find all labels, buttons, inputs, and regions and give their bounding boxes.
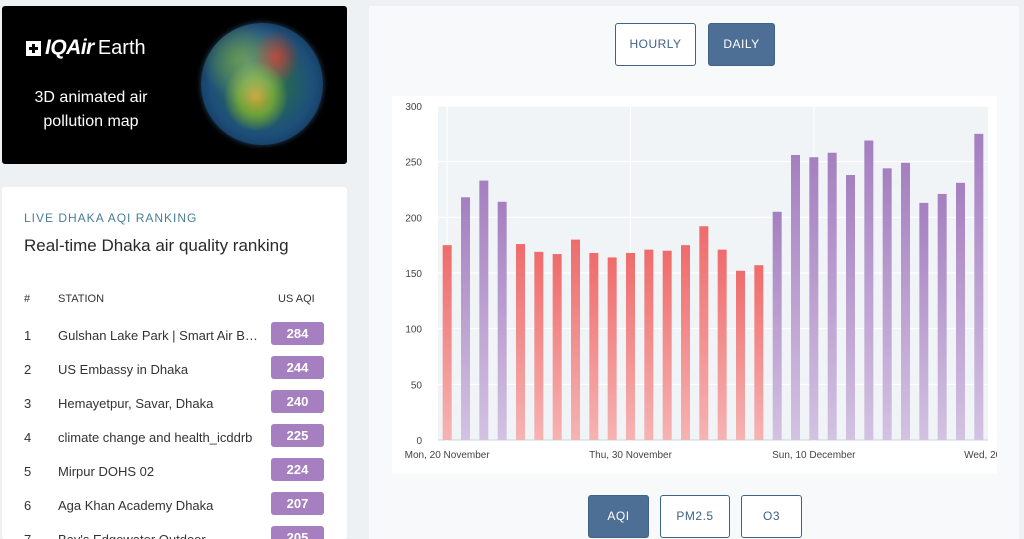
chart-panel: 0 50 100 150 200 250 300 Mon, 20 November Thu, … <box>392 96 1024 474</box>
brand-name: IQAir <box>45 36 94 59</box>
ranking-eyebrow: LIVE DHAKA AQI RANKING <box>24 211 198 225</box>
brand-suffix: Earth <box>97 36 146 59</box>
promo-subtitle: 3D animated air pollution map <box>34 89 148 130</box>
aqi-badge: 240 <box>271 390 324 413</box>
bar[interactable] <box>809 157 819 441</box>
ranking-card: LIVE DHAKA AQI RANKING Real-time Dhaka a… <box>2 187 347 539</box>
bar[interactable] <box>919 202 929 440</box>
rank-number: 3 <box>24 396 32 411</box>
bar[interactable] <box>644 249 654 440</box>
bar[interactable] <box>754 265 764 440</box>
rank-number: 1 <box>24 328 32 343</box>
x-tick-label: Wed, 20 Dec... <box>964 450 997 461</box>
bar[interactable] <box>937 193 947 440</box>
plus-logo-icon <box>26 40 41 56</box>
bar[interactable] <box>736 270 745 440</box>
tab-o3[interactable]: O3 <box>741 495 802 538</box>
rank-number: 7 <box>24 532 31 539</box>
rank-number: 5 <box>24 464 32 479</box>
bar[interactable] <box>552 254 562 440</box>
x-tick-label: Sun, 10 December <box>772 450 856 461</box>
table-row[interactable]: 6 Aga Khan Academy Dhaka 207 <box>24 492 326 526</box>
table-row[interactable]: 2 US Embassy in Dhaka 244 <box>24 356 326 390</box>
bar[interactable] <box>882 168 892 440</box>
bar[interactable] <box>699 226 709 440</box>
station-name[interactable]: Gulshan Lake Park | Smart Air Ba... <box>58 328 258 343</box>
bar[interactable] <box>571 239 580 440</box>
station-name[interactable]: Bay's Edgewater Outdoor <box>58 532 258 539</box>
bar[interactable] <box>717 249 727 440</box>
bar[interactable] <box>442 245 452 440</box>
table-row[interactable]: 4 climate change and health_icddrb 225 <box>24 424 326 458</box>
ranking-title: Real-time Dhaka air quality ranking <box>24 236 289 255</box>
bar[interactable] <box>681 245 690 440</box>
iqair-logo: IQAir Earth <box>26 36 146 60</box>
station-name[interactable]: Mirpur DOHS 02 <box>58 464 155 479</box>
table-row[interactable]: 5 Mirpur DOHS 02 224 <box>24 458 326 492</box>
col-aqi: US AQI <box>278 293 315 305</box>
y-tick-label: 300 <box>405 102 422 113</box>
bar[interactable] <box>589 252 599 440</box>
col-station: STATION <box>58 293 105 305</box>
bar[interactable] <box>626 252 635 440</box>
aqi-badge: 205 <box>271 526 324 539</box>
globe-icon <box>201 23 323 145</box>
aqi-badge: 207 <box>271 492 324 515</box>
aqi-badge: 224 <box>271 458 324 481</box>
rank-number: 6 <box>24 498 32 513</box>
rank-number: 4 <box>24 430 32 445</box>
tab-hourly[interactable]: HOURLY <box>615 23 696 66</box>
bar[interactable] <box>772 211 782 440</box>
bar[interactable] <box>461 197 470 440</box>
aqi-badge: 284 <box>271 322 324 345</box>
y-tick-label: 200 <box>405 213 422 224</box>
station-name[interactable]: US Embassy in Dhaka <box>58 362 189 377</box>
bar[interactable] <box>791 154 800 440</box>
bar[interactable] <box>607 257 617 440</box>
y-tick-label: 100 <box>405 325 422 336</box>
left-column: IQAir Earth 3D animated air pollution ma… <box>0 0 355 539</box>
y-tick-label: 0 <box>416 436 422 447</box>
tab-aqi[interactable]: AQI <box>588 495 649 538</box>
bar[interactable] <box>516 244 525 440</box>
aqi-bar-chart: 0 50 100 150 200 250 300 Mon, 20 November Thu, … <box>405 102 1024 461</box>
tab-pm25[interactable]: PM2.5 <box>660 495 730 538</box>
y-tick-label: 250 <box>405 158 422 169</box>
bar[interactable] <box>534 251 544 440</box>
y-tick-label: 50 <box>411 380 423 391</box>
aqi-badge: 244 <box>271 356 324 379</box>
station-name[interactable]: Aga Khan Academy Dhaka <box>58 498 214 513</box>
station-name[interactable]: Hemayetpur, Savar, Dhaka <box>58 396 214 411</box>
rank-number: 2 <box>24 362 32 377</box>
bar[interactable] <box>479 180 489 440</box>
bar[interactable] <box>901 162 910 440</box>
bar[interactable] <box>662 250 672 440</box>
bar[interactable] <box>497 201 507 440</box>
tab-daily[interactable]: DAILY <box>708 23 775 66</box>
x-tick-label: Mon, 20 November <box>405 450 491 461</box>
y-tick-label: 150 <box>405 269 422 280</box>
bar[interactable] <box>864 140 874 440</box>
x-tick-label: Thu, 30 November <box>589 450 672 461</box>
table-row[interactable]: 7 Bay's Edgewater Outdoor 205 <box>24 526 326 539</box>
iqair-earth-promo[interactable]: IQAir Earth 3D animated air pollution ma… <box>2 6 347 164</box>
table-row[interactable]: 3 Hemayetpur, Savar, Dhaka 240 <box>24 390 326 424</box>
bar[interactable] <box>827 152 837 440</box>
station-name[interactable]: climate change and health_icddrb <box>58 430 253 445</box>
bar[interactable] <box>956 182 965 440</box>
bar[interactable] <box>846 175 855 440</box>
aqi-badge: 225 <box>271 424 324 447</box>
bar[interactable] <box>974 133 984 441</box>
col-rank: # <box>24 293 31 305</box>
table-row[interactable]: 1 Gulshan Lake Park | Smart Air Ba... 284 <box>24 322 326 356</box>
